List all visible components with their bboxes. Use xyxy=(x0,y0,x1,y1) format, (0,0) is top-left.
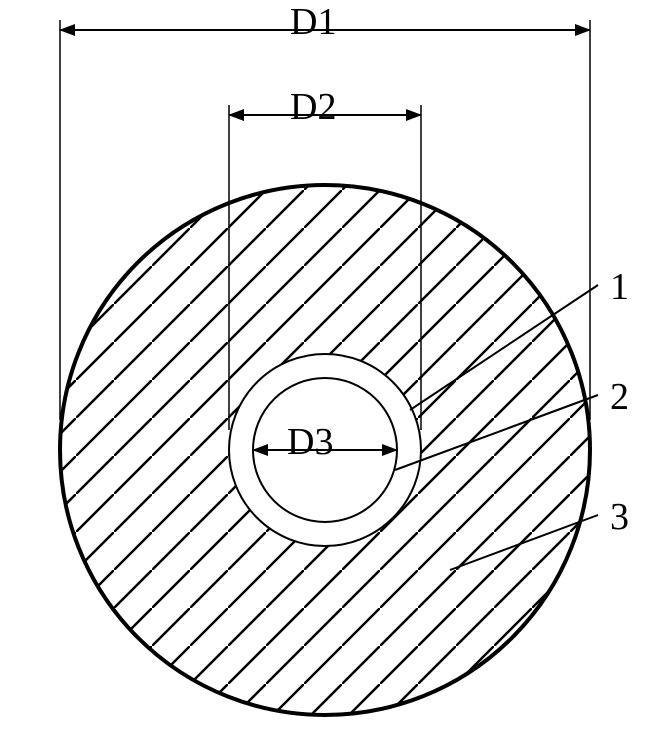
d3-label: D3 xyxy=(287,420,333,464)
diagram-container: D1 D2 D3 1 2 3 xyxy=(0,0,667,734)
d2-label: D2 xyxy=(290,85,336,129)
leader-label-2: 2 xyxy=(610,375,629,419)
leader-label-1: 1 xyxy=(610,265,629,309)
leader-label-3: 3 xyxy=(610,495,629,539)
d1-label: D1 xyxy=(290,0,336,44)
